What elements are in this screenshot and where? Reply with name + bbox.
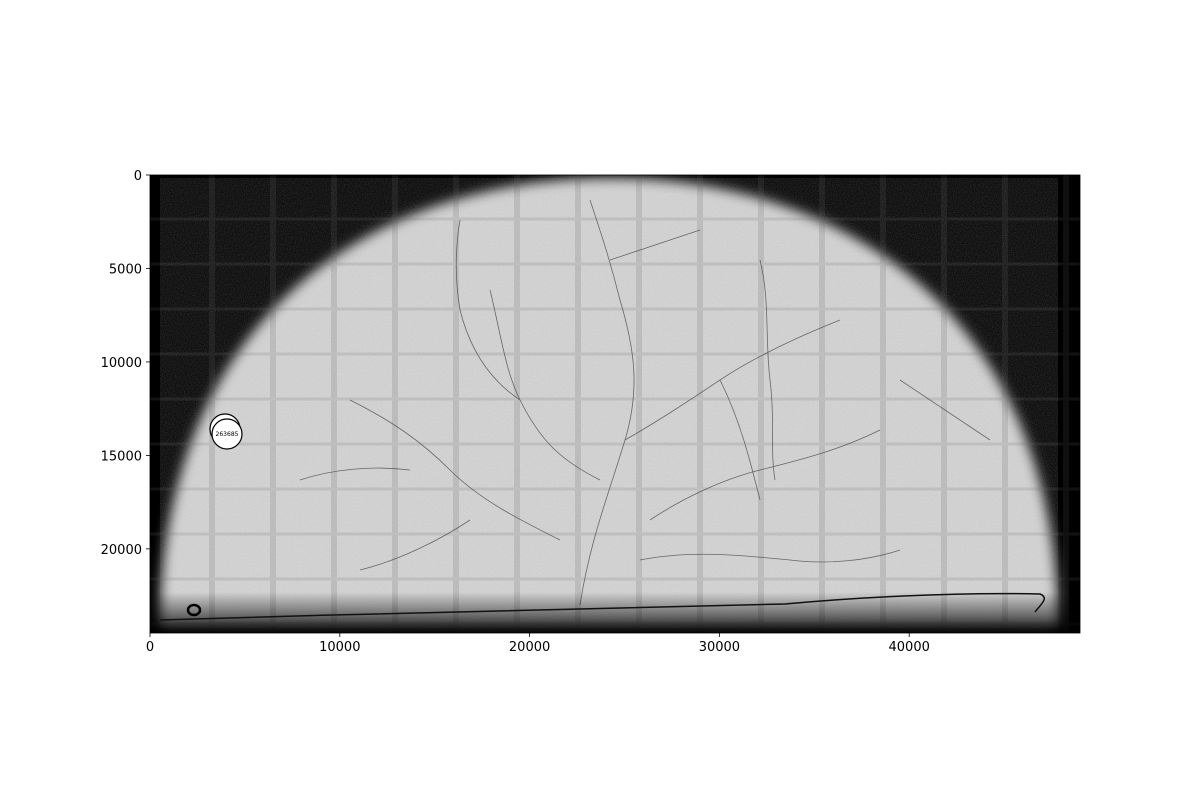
specimen-marker: 263685 bbox=[209, 413, 243, 450]
x-tick-label: 10000 bbox=[319, 640, 360, 655]
x-tick-label: 20000 bbox=[509, 640, 550, 655]
x-axis: 0 10000 20000 30000 40000 bbox=[146, 633, 930, 655]
y-axis: 0 5000 10000 15000 20000 bbox=[101, 169, 150, 558]
y-tick-label: 15000 bbox=[101, 449, 142, 464]
bottom-shadow-band bbox=[150, 592, 1080, 633]
image-axes: 263685 bbox=[150, 175, 1080, 633]
y-tick-label: 20000 bbox=[101, 543, 142, 558]
dark-ring-artifact bbox=[186, 603, 202, 617]
crack-lines bbox=[299, 199, 991, 606]
x-tick-label: 30000 bbox=[699, 640, 740, 655]
y-tick-label: 10000 bbox=[101, 356, 142, 371]
y-tick-label: 0 bbox=[134, 169, 142, 184]
specimen-texture bbox=[160, 178, 1058, 628]
marker-circle bbox=[211, 418, 243, 450]
y-tick-label: 5000 bbox=[109, 262, 142, 277]
axes-frame bbox=[149, 174, 1081, 634]
bottom-edge-line bbox=[159, 592, 1045, 621]
marker-label: 263685 bbox=[216, 431, 239, 438]
x-tick-label: 0 bbox=[146, 640, 154, 655]
x-tick-label: 40000 bbox=[889, 640, 930, 655]
